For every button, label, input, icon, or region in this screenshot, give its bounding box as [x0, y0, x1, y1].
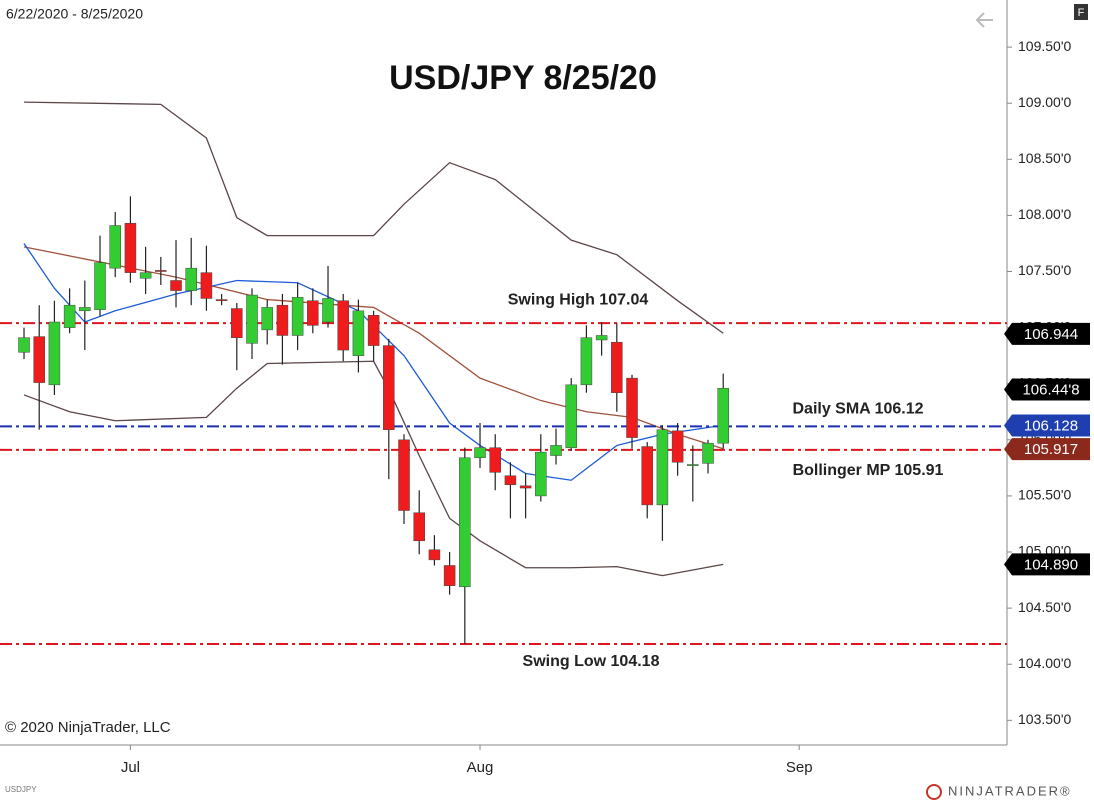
y-tick-label: 108.00'0 [1018, 206, 1071, 222]
x-tick-label: Sep [786, 759, 813, 776]
candle-body [413, 512, 425, 542]
candle-body [185, 267, 197, 291]
price-marker-label: 106.944 [1024, 326, 1078, 343]
price-marker [1004, 322, 1090, 345]
candle-body [656, 429, 669, 506]
y-tick-label: 109.50'0 [1018, 38, 1071, 54]
candle-body [109, 225, 121, 269]
candle-body [63, 304, 76, 328]
candle-body [535, 451, 547, 497]
candle-body [641, 446, 653, 506]
price-marker [1004, 378, 1090, 401]
price-marker-label: 106.44'8 [1022, 382, 1079, 399]
level-label: Bollinger MP 105.91 [793, 462, 944, 479]
candle-body [383, 345, 395, 430]
candle-body [155, 270, 167, 272]
candle-body [443, 565, 456, 586]
candle-body [489, 447, 501, 473]
candle-body [474, 447, 486, 459]
x-tick-label: Aug [467, 759, 494, 776]
candle-body [398, 439, 410, 511]
level-label: Daily SMA 106.12 [792, 401, 923, 418]
candle-body [459, 457, 471, 588]
candle-body [170, 280, 182, 291]
candle-body [671, 430, 684, 463]
candle-body [519, 485, 532, 489]
candle-body [595, 335, 608, 341]
price-marker-label: 104.890 [1024, 556, 1078, 573]
chart-title: USD/JPY 8/25/20 [389, 59, 657, 97]
corner-button[interactable] [1074, 4, 1088, 20]
price-marker-label: 105.917 [1024, 441, 1078, 458]
candle-body [124, 223, 137, 273]
candle-body [18, 337, 30, 353]
candle-body [322, 298, 334, 323]
y-tick-label: 107.50'0 [1018, 262, 1071, 278]
y-tick-label: 108.50'0 [1018, 150, 1071, 166]
symbol: USDJPY [5, 785, 37, 794]
candle-body [33, 336, 45, 383]
candle-body [550, 445, 562, 456]
candle-body [79, 307, 91, 312]
level-label: Swing Low 104.18 [523, 653, 660, 670]
price-marker [1004, 438, 1090, 461]
candle-body [200, 272, 213, 299]
candle-body [337, 300, 349, 351]
y-tick-label: 109.00'0 [1018, 94, 1071, 110]
indicator-line [23, 360, 724, 577]
brand: NINJATRADER® [948, 783, 1072, 798]
candle-body [702, 442, 714, 464]
y-tick-label: 105.50'0 [1018, 487, 1071, 503]
brand-logo [926, 784, 942, 800]
price-marker-label: 106.128 [1024, 417, 1078, 434]
x-tick-label: Jul [121, 759, 140, 776]
price-marker [1004, 414, 1090, 437]
y-tick-label: 104.00'0 [1018, 655, 1071, 671]
candle-body [215, 299, 228, 301]
candle-body [231, 308, 243, 338]
indicator-line [23, 246, 724, 450]
candle-body [307, 300, 319, 326]
level-label: Swing High 107.04 [508, 291, 649, 308]
candle-body [352, 310, 365, 356]
plot-area: 103.50'0104.00'0104.50'0105.00'0105.50'0… [0, 38, 1090, 776]
back-arrow[interactable] [975, 12, 993, 28]
y-tick-label: 104.50'0 [1018, 599, 1071, 615]
candle-body [48, 321, 61, 386]
candle-body [717, 387, 729, 444]
candle-body [261, 307, 273, 331]
price-marker [1004, 553, 1090, 576]
corner-button-label: F [1078, 7, 1085, 19]
date-range: 6/22/2020 - 8/25/2020 [6, 6, 143, 22]
candle-body [580, 337, 593, 386]
copyright: © 2020 NinjaTrader, LLC [5, 719, 171, 736]
candle-body [291, 297, 304, 336]
candle-body [246, 294, 258, 344]
candle-body [367, 315, 380, 346]
y-tick-label: 103.50'0 [1018, 711, 1071, 727]
candle-body [611, 341, 623, 393]
candle-body [139, 272, 152, 279]
candle-body [504, 475, 517, 485]
candle-body [687, 464, 699, 466]
candle-body [565, 384, 577, 448]
indicator-line [24, 101, 724, 334]
candle-body [428, 549, 441, 561]
candle-body [276, 304, 289, 336]
candle-body [626, 377, 638, 438]
candle-body [94, 262, 106, 310]
